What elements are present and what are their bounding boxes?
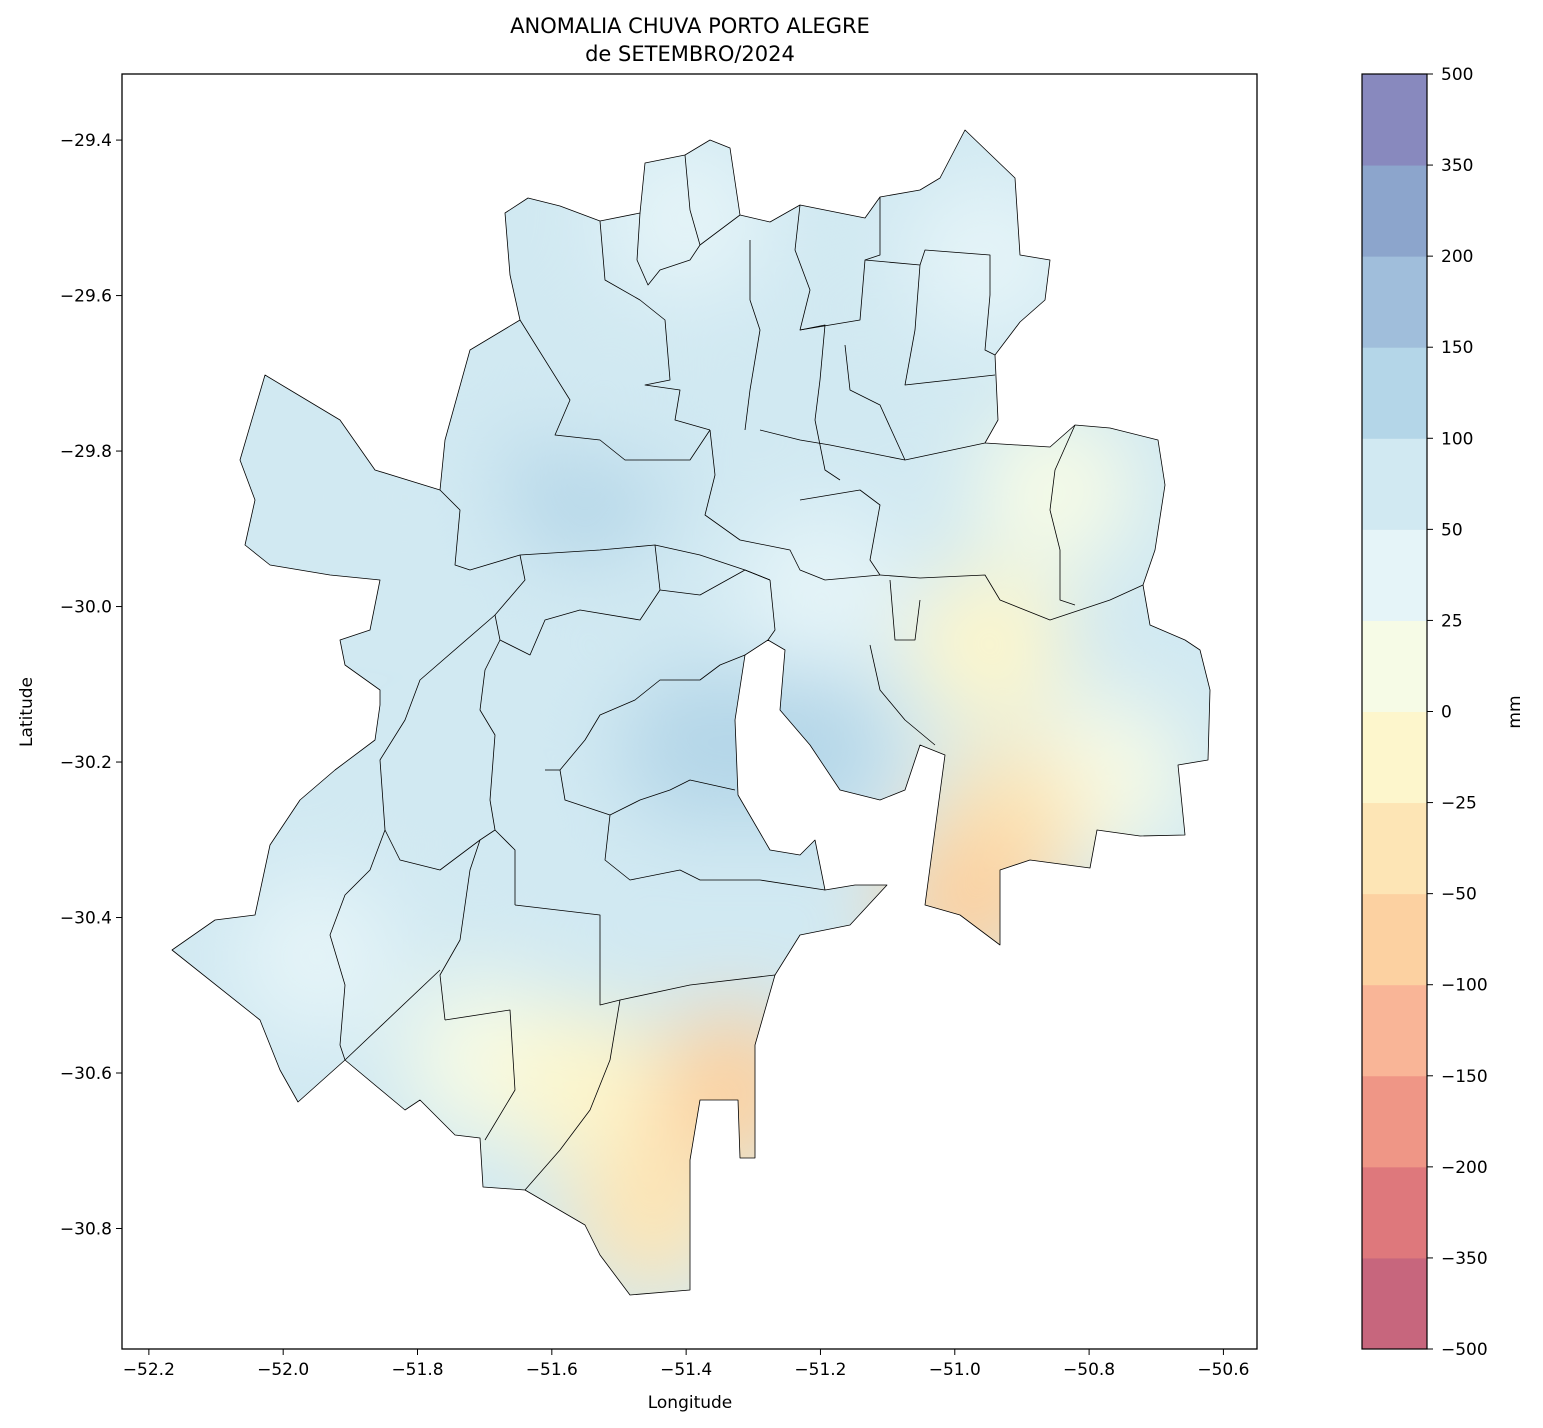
colorbar-tick-label: 350 [1441, 156, 1473, 176]
x-tick-label: −51.4 [660, 1360, 712, 1380]
colorbar-tick-label: 100 [1441, 429, 1473, 449]
colorbar-tick-label: 0 [1441, 703, 1452, 723]
colorbar-bin [1362, 256, 1427, 348]
anomaly-zone [908, 565, 1069, 726]
x-tick-label: −52.0 [257, 1360, 309, 1380]
x-tick-label: −50.6 [1197, 1360, 1249, 1380]
colorbar-tick-label: −200 [1441, 1158, 1488, 1178]
region-outline [171, 129, 1211, 1296]
anomaly-zone [740, 510, 901, 671]
colorbar-bin [1362, 802, 1427, 895]
colorbar-bin [1362, 347, 1427, 439]
colorbar: −500 −350 −200 −150 −100 −50 −25 0 25 50 100 150 200… [1362, 65, 1488, 1360]
colorbar-tick-label: −50 [1441, 885, 1477, 905]
chart-title-line-2: de SETEMBRO/2024 [585, 42, 795, 66]
colorbar-tick-label: 200 [1441, 247, 1473, 267]
y-tick-label: −29.6 [60, 287, 112, 307]
y-tick-label: −29.8 [60, 442, 112, 462]
colorbar-bin [1362, 165, 1427, 257]
colorbar-tick-label: 50 [1441, 520, 1463, 540]
x-axis-label: Longitude [648, 1393, 733, 1413]
colorbar-frame [1361, 73, 1428, 1350]
y-axis-label: Latitude [17, 677, 37, 747]
colorbar-bin [1362, 1166, 1427, 1259]
x-tick-label: −51.6 [526, 1360, 578, 1380]
anomaly-zone [505, 565, 666, 726]
colorbar-tick-label: −150 [1441, 1067, 1488, 1087]
colorbar-label: mm [1505, 695, 1525, 728]
anomaly-zone [525, 308, 686, 469]
colorbar-tick-label: −25 [1441, 794, 1477, 814]
anomaly-zone [774, 231, 935, 392]
colorbar-bin [1362, 620, 1427, 712]
colorbar-bin [1362, 1257, 1427, 1350]
colorbar-tick-label: −500 [1441, 1340, 1488, 1360]
anomaly-zone [505, 1008, 666, 1169]
y-tick-label: −29.4 [60, 131, 112, 151]
colorbar-bin [1362, 984, 1427, 1077]
anomaly-zone [404, 759, 565, 920]
colorbar-tick-label: 150 [1441, 338, 1473, 358]
x-tick-label: −50.8 [1063, 1360, 1115, 1380]
anomaly-zone [606, 137, 767, 298]
colorbar-tick-label: 500 [1441, 65, 1473, 85]
colorbar-tick-label: −350 [1441, 1249, 1488, 1269]
x-axis-ticks: −52.2 −52.0 −51.8 −51.6 −51.4 −51.2 −51.0 −50.8… [123, 1349, 1249, 1380]
colorbar-bin [1362, 711, 1427, 804]
x-tick-label: −51.0 [929, 1360, 981, 1380]
municipal-boundaries [171, 129, 1211, 1296]
y-tick-label: −30.4 [60, 909, 112, 929]
y-axis-ticks: −29.4 −29.6 −29.8 −30.0 −30.2 −30.4 −30.6 −30.8 [60, 131, 122, 1239]
colorbar-bin [1362, 1075, 1427, 1168]
x-tick-label: −52.2 [123, 1360, 175, 1380]
colorbar-bin [1362, 893, 1427, 986]
colorbar-bin [1362, 529, 1427, 621]
anomaly-zone [236, 876, 397, 1037]
colorbar-tick-label: −100 [1441, 976, 1488, 996]
anomaly-zone [324, 417, 485, 578]
y-tick-label: −30.0 [60, 598, 112, 618]
x-tick-label: −51.2 [794, 1360, 846, 1380]
anomaly-zone [975, 409, 1136, 570]
y-tick-label: −30.6 [60, 1064, 112, 1084]
colorbar-bin [1362, 74, 1427, 166]
y-tick-label: −30.8 [60, 1219, 112, 1239]
colorbar-tick-label: 25 [1441, 611, 1463, 631]
y-tick-label: −30.2 [60, 753, 112, 773]
chart-title-line-1: ANOMALIA CHUVA PORTO ALEGRE [510, 14, 870, 38]
x-tick-label: −51.8 [391, 1360, 443, 1380]
colorbar-bin [1362, 438, 1427, 530]
